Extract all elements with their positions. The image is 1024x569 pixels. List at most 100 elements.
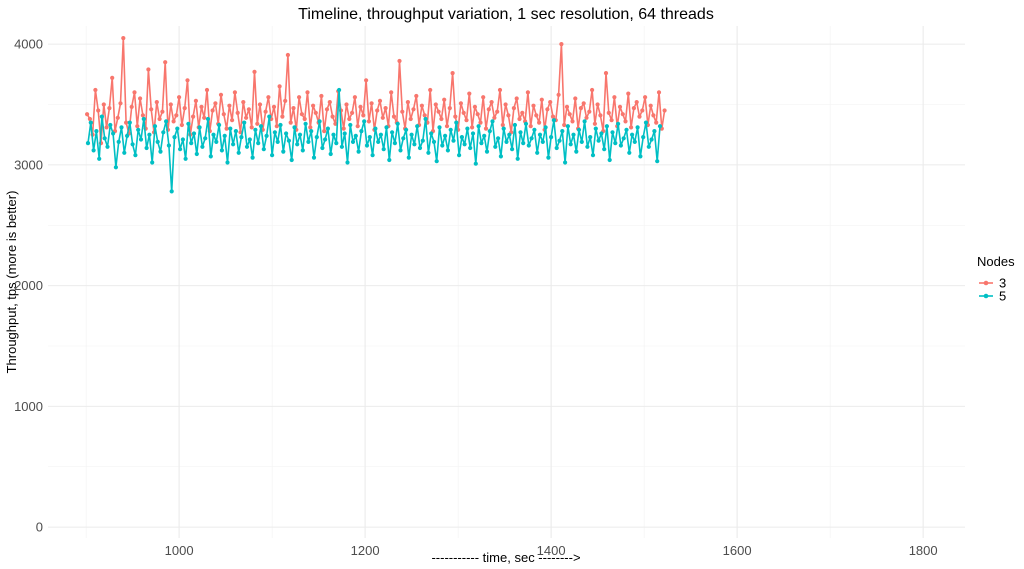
data-point — [295, 142, 300, 147]
data-point — [305, 90, 310, 95]
data-point — [462, 142, 467, 147]
data-point — [311, 155, 317, 160]
data-point — [506, 113, 511, 118]
data-point — [492, 115, 497, 120]
y-tick-label: 3000 — [14, 157, 43, 172]
data-point — [631, 106, 637, 111]
data-point — [448, 127, 453, 132]
data-point — [560, 129, 565, 134]
data-point — [531, 103, 536, 108]
data-point — [500, 122, 505, 128]
data-point — [244, 144, 250, 149]
data-point — [641, 135, 646, 140]
data-point — [387, 157, 392, 163]
data-point — [154, 100, 159, 105]
data-point — [233, 129, 238, 134]
data-point — [197, 125, 202, 130]
legend: Nodes 35 — [977, 254, 1015, 304]
data-point — [288, 120, 293, 125]
data-point — [169, 189, 174, 194]
data-point — [300, 148, 305, 153]
data-point — [224, 126, 229, 131]
y-tick-label: 2000 — [14, 278, 43, 293]
data-point — [517, 116, 522, 122]
data-point — [246, 107, 251, 112]
data-point — [570, 119, 575, 124]
data-point — [320, 145, 325, 151]
data-point — [281, 149, 286, 154]
data-point — [286, 138, 291, 143]
data-point — [420, 138, 425, 143]
data-point — [178, 147, 183, 152]
data-point — [487, 129, 492, 134]
data-point — [450, 71, 455, 76]
chart-title: Timeline, throughput variation, 1 sec re… — [298, 6, 714, 23]
data-point — [249, 125, 254, 130]
data-point — [375, 108, 380, 113]
data-point — [442, 97, 447, 102]
data-point — [130, 142, 135, 147]
data-point — [344, 102, 349, 107]
data-point — [579, 139, 584, 144]
data-point — [657, 124, 663, 129]
data-point — [185, 78, 190, 83]
data-point — [405, 100, 410, 105]
data-point — [299, 112, 304, 117]
data-point — [256, 141, 261, 146]
data-point — [511, 106, 516, 111]
data-point — [157, 116, 162, 122]
data-point — [331, 132, 336, 137]
data-point — [562, 122, 567, 128]
data-point — [616, 121, 621, 126]
data-point — [266, 95, 271, 100]
data-point — [593, 126, 598, 131]
data-point — [204, 87, 210, 93]
data-point — [146, 67, 151, 72]
data-point — [350, 139, 356, 144]
data-point — [94, 129, 99, 134]
data-point — [395, 121, 400, 126]
data-point — [324, 107, 330, 112]
data-point — [356, 149, 361, 154]
data-point — [621, 136, 626, 141]
data-point — [345, 160, 350, 165]
data-point — [428, 87, 433, 93]
data-point — [177, 95, 182, 100]
data-point — [523, 121, 529, 126]
series-layer — [85, 36, 667, 194]
data-point — [150, 160, 155, 165]
data-point — [515, 156, 520, 161]
data-point — [211, 132, 216, 137]
data-point — [632, 139, 637, 144]
data-point — [203, 136, 208, 141]
data-point — [186, 121, 191, 126]
data-point — [486, 107, 491, 112]
data-point — [353, 133, 358, 138]
data-point — [528, 124, 533, 129]
data-point — [267, 114, 272, 119]
data-point — [478, 120, 483, 125]
data-point — [655, 159, 660, 164]
data-point — [627, 150, 632, 155]
data-point — [277, 84, 282, 89]
data-point — [548, 100, 553, 105]
data-point — [158, 149, 163, 154]
data-point — [366, 119, 371, 124]
data-point — [585, 144, 590, 149]
data-point — [228, 126, 233, 131]
data-point — [383, 106, 388, 111]
data-point — [118, 101, 123, 106]
data-point — [599, 131, 604, 136]
data-point — [208, 154, 213, 159]
data-point — [231, 142, 236, 147]
data-point — [99, 114, 104, 119]
data-point — [124, 120, 129, 125]
data-point — [127, 120, 132, 125]
data-point — [596, 138, 601, 143]
data-point — [563, 160, 568, 165]
data-point — [549, 135, 554, 140]
data-point — [247, 137, 252, 142]
data-point — [362, 119, 367, 124]
data-point — [412, 142, 417, 147]
data-point — [339, 144, 344, 149]
